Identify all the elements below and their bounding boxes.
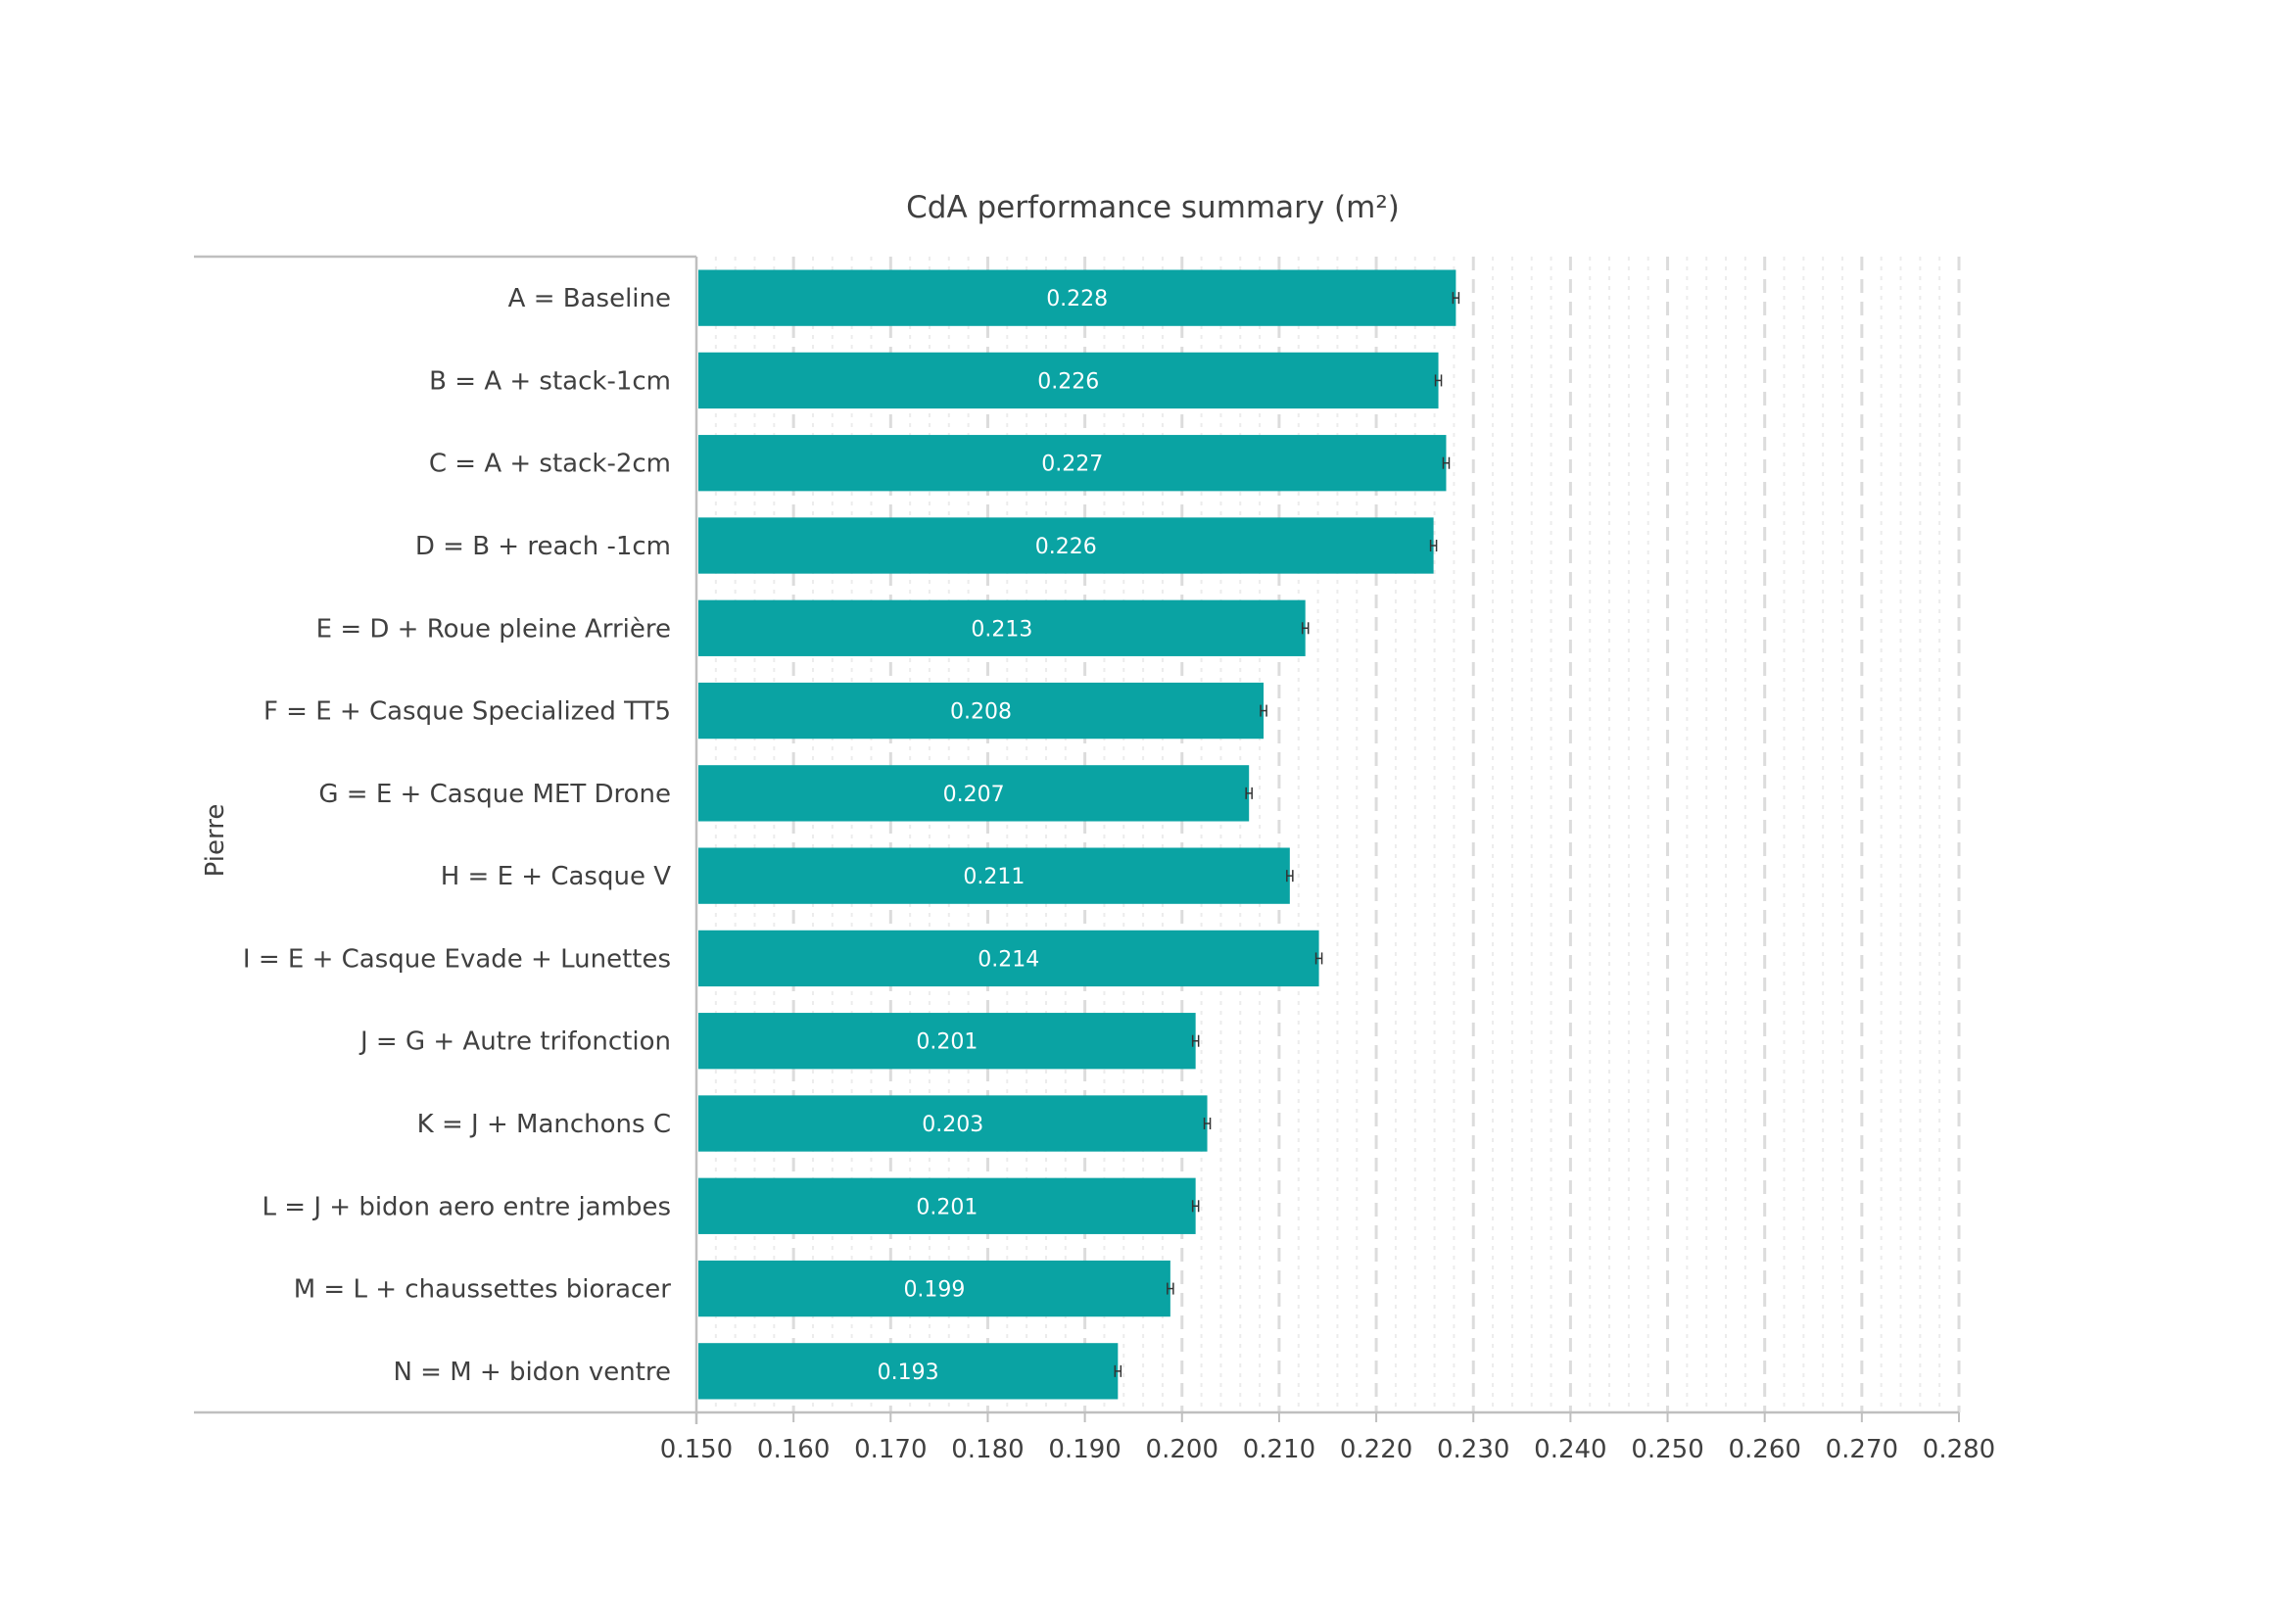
bar-value-label: 0.226 xyxy=(1035,535,1097,559)
category-label: N = M + bidon ventre xyxy=(393,1358,671,1387)
bar xyxy=(698,682,1265,740)
bar xyxy=(698,1095,1208,1152)
bar-value-label: 0.214 xyxy=(978,947,1039,972)
bar xyxy=(698,847,1290,904)
x-tick-label: 0.240 xyxy=(1534,1435,1606,1464)
category-label: B = A + stack-1cm xyxy=(429,366,671,396)
bar xyxy=(698,1013,1196,1070)
bar xyxy=(698,1177,1196,1234)
grid-lines xyxy=(714,257,1961,1412)
x-tick-label: 0.150 xyxy=(660,1435,733,1464)
x-tick-label: 0.270 xyxy=(1826,1435,1898,1464)
x-tick-label: 0.220 xyxy=(1340,1435,1412,1464)
bar-value-label: 0.207 xyxy=(943,783,1005,807)
bar-value-label: 0.201 xyxy=(916,1195,978,1219)
bar-value-label: 0.201 xyxy=(916,1030,978,1055)
bar xyxy=(698,930,1319,987)
bar xyxy=(698,435,1447,492)
x-tick-label: 0.160 xyxy=(757,1435,830,1464)
bar-value-label: 0.203 xyxy=(922,1113,983,1137)
category-label: L = J + bidon aero entre jambes xyxy=(263,1192,671,1221)
bar xyxy=(698,1343,1119,1400)
category-label: C = A + stack-2cm xyxy=(429,450,671,479)
x-tick-label: 0.230 xyxy=(1437,1435,1509,1464)
bar xyxy=(698,352,1439,409)
x-tick-label: 0.180 xyxy=(951,1435,1024,1464)
category-label: E = D + Roue pleine Arrière xyxy=(316,614,671,644)
bar xyxy=(698,517,1434,574)
chart-title: CdA performance summary (m²) xyxy=(906,190,1400,225)
bar-value-label: 0.228 xyxy=(1046,287,1108,311)
x-tick-label: 0.170 xyxy=(854,1435,927,1464)
category-label: H = E + Casque V xyxy=(441,862,671,891)
bar-value-label: 0.193 xyxy=(878,1361,939,1385)
axes: A = Baseline B = A + stack-1cm C = A + sta… xyxy=(194,255,1995,1464)
category-label: K = J + Manchons C xyxy=(417,1110,671,1139)
bar xyxy=(698,269,1456,326)
category-label: F = E + Casque Specialized TT5 xyxy=(263,697,671,727)
x-tick-label: 0.280 xyxy=(1923,1435,1995,1464)
x-tick-label: 0.260 xyxy=(1728,1435,1800,1464)
category-label: D = B + reach -1cm xyxy=(415,532,671,561)
bar-value-label: 0.213 xyxy=(971,617,1032,642)
bar-value-label: 0.211 xyxy=(963,865,1025,889)
x-tick-label: 0.250 xyxy=(1631,1435,1703,1464)
y-axis-label: Pierre xyxy=(201,804,230,878)
x-tick-label: 0.200 xyxy=(1146,1435,1218,1464)
bars: 0.228 0.226 0.227 0.226 0.213 0.208 0.207 0.211… xyxy=(698,269,1460,1400)
bar-value-label: 0.226 xyxy=(1037,369,1099,394)
bar xyxy=(698,1260,1170,1317)
bar xyxy=(698,765,1250,822)
bar-value-label: 0.199 xyxy=(903,1278,965,1303)
bar xyxy=(698,599,1306,656)
category-label: J = G + Autre trifonction xyxy=(358,1027,671,1057)
category-label: I = E + Casque Evade + Lunettes xyxy=(243,944,671,974)
category-label: A = Baseline xyxy=(508,284,671,313)
x-tick-label: 0.190 xyxy=(1048,1435,1121,1464)
category-label: M = L + chaussettes bioracer xyxy=(294,1275,672,1305)
bar-value-label: 0.227 xyxy=(1041,453,1103,477)
bar-value-label: 0.208 xyxy=(950,700,1012,725)
x-tick-label: 0.210 xyxy=(1243,1435,1315,1464)
category-label: G = E + Casque MET Drone xyxy=(318,780,671,809)
